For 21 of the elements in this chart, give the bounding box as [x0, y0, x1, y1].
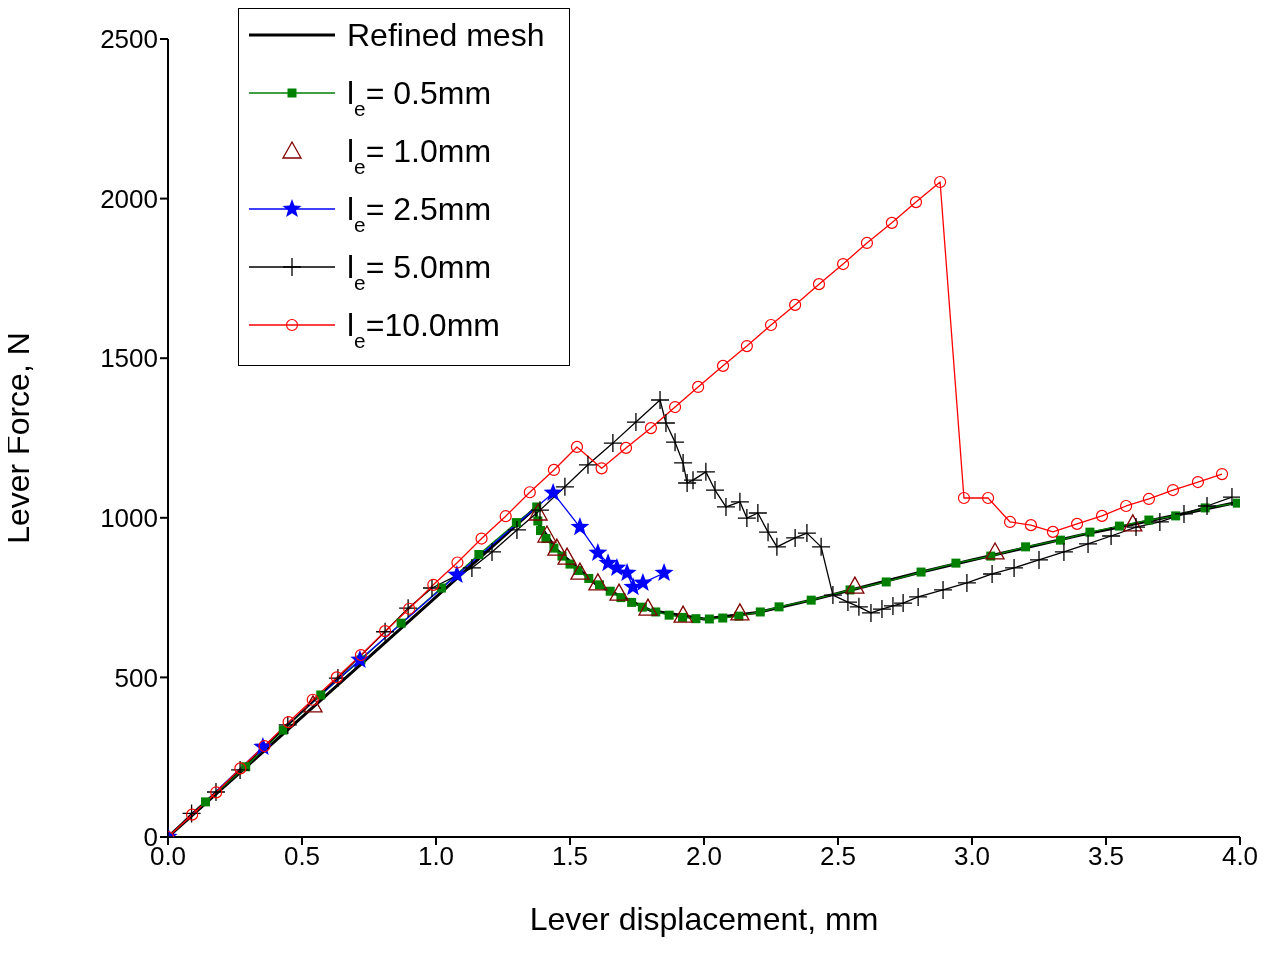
x-tick-label: 4.0 — [1221, 841, 1259, 872]
y-tick-label: 1500 — [100, 343, 158, 374]
x-tick-label: 1.0 — [417, 841, 455, 872]
x-axis-title: Lever displacement, mm — [529, 901, 879, 937]
legend-label: l$_{e}$= 1.0mm — [347, 133, 492, 178]
x-tick-label: 3.5 — [1087, 841, 1125, 872]
y-axis-title: Lever Force, N — [0, 332, 37, 544]
legend-label: l$_{e}$= 0.5mm — [347, 75, 492, 120]
y-tick-label: 500 — [114, 662, 158, 693]
x-tick-label: 2.5 — [819, 841, 857, 872]
legend-label: Refined mesh — [347, 17, 545, 53]
legend-label: l$_{e}$= 2.5mm — [347, 191, 492, 236]
x-tick-label: 1.5 — [551, 841, 589, 872]
y-tick-label: 2500 — [100, 24, 158, 55]
x-tick-label: 3.0 — [953, 841, 991, 872]
x-tick-label: 0.5 — [283, 841, 321, 872]
y-tick-label: 2000 — [100, 183, 158, 214]
legend-label: l$_{e}$= 5.0mm — [347, 249, 492, 294]
legend-label: l$_{e}$=10.0mm — [347, 307, 500, 352]
x-tick-label: 2.0 — [685, 841, 723, 872]
y-tick-label: 1000 — [100, 503, 158, 534]
